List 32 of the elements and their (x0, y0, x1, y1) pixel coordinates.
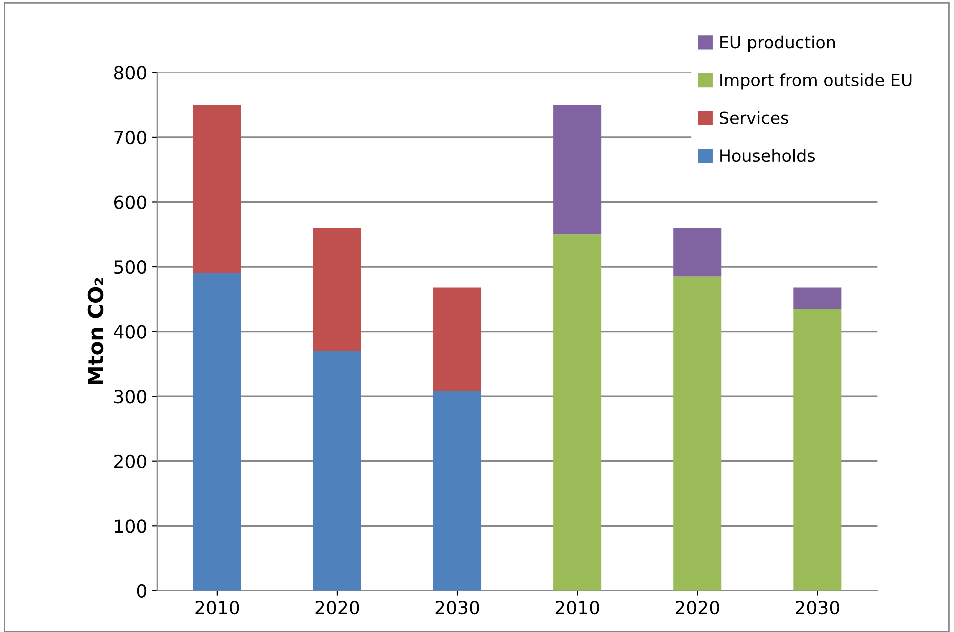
y-tick-label: 600 (114, 196, 146, 210)
x-tick-label: 2030 (796, 600, 840, 615)
bar (434, 391, 482, 591)
bar (674, 276, 722, 591)
bar (313, 228, 362, 352)
bar (554, 234, 602, 591)
x-tick-label: 2030 (436, 600, 480, 615)
legend-label: Services (720, 111, 788, 124)
y-tick-label: 300 (114, 390, 146, 404)
y-tick-label: 100 (115, 520, 146, 534)
legend-label: Import from outside EU (720, 74, 912, 90)
bar (313, 351, 362, 591)
y-tick-label: 500 (114, 260, 146, 274)
y-tick-label: 0 (137, 584, 146, 598)
bar (674, 228, 722, 277)
bar (794, 288, 842, 310)
bar (193, 105, 242, 274)
bar (554, 105, 602, 235)
legend-label: Households (720, 149, 816, 162)
bar (193, 274, 242, 591)
x-tick-label: 2010 (196, 600, 240, 615)
legend-label: EU production (720, 36, 836, 52)
y-tick-label: 400 (114, 325, 146, 339)
bar (434, 288, 482, 392)
bar (794, 309, 842, 591)
x-tick-label: 2020 (316, 600, 360, 615)
x-tick-label: 2010 (556, 600, 600, 615)
y-tick-label: 200 (114, 454, 146, 468)
y-axis-title: Mton CO₂ (88, 278, 104, 384)
y-tick-label: 800 (114, 66, 146, 80)
x-tick-label: 2020 (676, 600, 720, 615)
y-tick-label: 700 (114, 130, 146, 145)
